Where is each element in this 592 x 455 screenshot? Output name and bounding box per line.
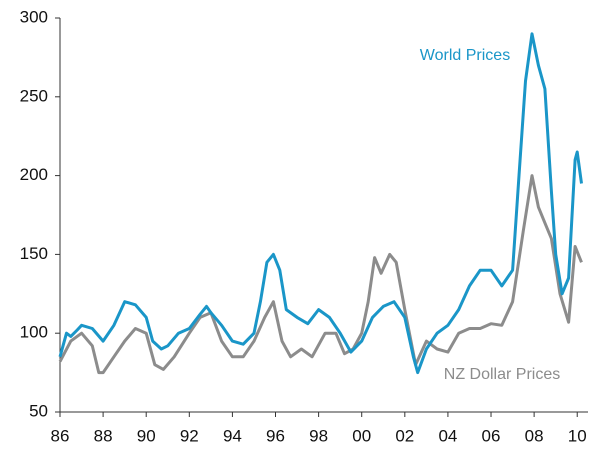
- series-label: NZ Dollar Prices: [444, 366, 560, 383]
- x-tick-label: 92: [180, 426, 199, 445]
- x-tick-label: 00: [352, 426, 371, 445]
- x-tick-label: 88: [94, 426, 113, 445]
- x-tick-label: 04: [438, 426, 457, 445]
- x-tick-label: 10: [568, 426, 587, 445]
- y-tick-label: 250: [20, 86, 48, 105]
- x-tick-label: 06: [482, 426, 501, 445]
- x-tick-label: 90: [137, 426, 156, 445]
- line-series: [58, 174, 583, 375]
- x-tick-label: 96: [266, 426, 285, 445]
- line-series: [58, 32, 583, 375]
- y-tick-label: 100: [20, 323, 48, 342]
- x-tick-label: 98: [309, 426, 328, 445]
- series-label: World Prices: [420, 47, 510, 64]
- x-tick-label: 08: [525, 426, 544, 445]
- x-tick-label: 94: [223, 426, 242, 445]
- y-tick-label: 150: [20, 244, 48, 263]
- y-tick-label: 50: [29, 401, 48, 420]
- x-tick-label: 86: [51, 426, 70, 445]
- x-tick-label: 02: [395, 426, 414, 445]
- y-tick-label: 300: [20, 7, 48, 26]
- y-tick-label: 200: [20, 165, 48, 184]
